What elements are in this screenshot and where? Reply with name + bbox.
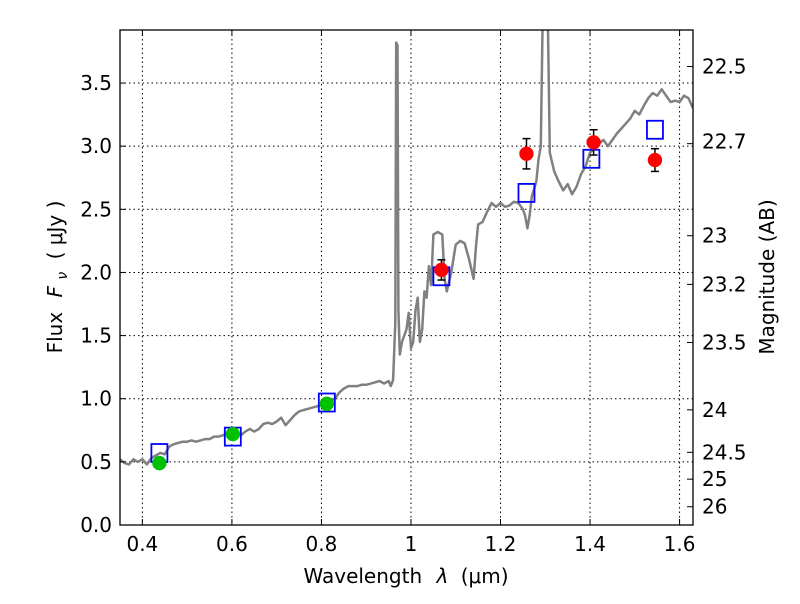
y-tick-label: 0.0 <box>80 513 112 537</box>
x-tick-label: 1.6 <box>664 532 696 556</box>
y-axis-right: 22.5 22.7 23 23.2 23.5 24 24.5 25 26 <box>687 55 747 519</box>
y-tick-label: 0.5 <box>80 450 112 474</box>
y2-tick-label: 24 <box>702 398 727 422</box>
y2-tick-label: 22.5 <box>702 55 747 79</box>
x-tick-label: 0.8 <box>306 532 338 556</box>
model-photometry-square <box>646 119 664 140</box>
y2-axis-label: Magnitude (AB) <box>755 199 779 354</box>
x-axis: 0.4 0.6 0.8 1 1.2 1.4 1.6 <box>126 30 695 556</box>
grid <box>120 30 693 525</box>
optical-photometry-point <box>225 426 241 442</box>
x-axis-label-unit: (μm) <box>461 564 509 588</box>
plot-frame <box>119 29 694 526</box>
y-tick-label: 2.0 <box>80 260 112 284</box>
y2-tick-label: 26 <box>702 495 727 519</box>
x-axis-label-var: λ <box>436 564 449 588</box>
nir-photometry-point <box>519 146 534 161</box>
x-tick-label: 1.2 <box>485 532 517 556</box>
optical-photometry-point <box>319 396 335 412</box>
nir-photometry-point <box>434 262 449 278</box>
y-tick-label: 3.5 <box>80 71 112 95</box>
y2-tick-label: 23 <box>702 224 727 248</box>
y2-tick-label: 23.2 <box>702 272 747 296</box>
x-tick-label: 0.4 <box>126 532 158 556</box>
model-photometry-square <box>582 148 601 169</box>
nir-photometry-point <box>586 135 601 150</box>
x-axis-label-text: Wavelength <box>303 564 422 588</box>
y-axis-label-var: F <box>43 285 67 297</box>
model-photometry-square <box>517 182 536 203</box>
y-axis-label: Flux F ν ( μJy ) <box>43 201 72 354</box>
y2-tick-label: 25 <box>702 467 727 491</box>
x-tick-label: 1.4 <box>574 532 606 556</box>
model-photometry-square <box>317 392 336 413</box>
y-axis-label-sub: ν <box>55 272 71 280</box>
x-tick-label: 1 <box>405 532 418 556</box>
y2-tick-label: 22.7 <box>702 130 747 154</box>
x-axis-label: Wavelength λ (μm) <box>303 564 508 588</box>
y2-tick-label: 24.5 <box>702 440 747 464</box>
y-tick-label: 2.5 <box>80 197 112 221</box>
y-tick-label: 1.5 <box>80 324 112 348</box>
y-axis-left: 0.0 0.5 1.0 1.5 2.0 2.5 3.0 3.5 <box>80 71 126 537</box>
y-tick-label: 1.0 <box>80 387 112 411</box>
data-markers <box>150 119 664 471</box>
optical-photometry-point <box>152 455 167 471</box>
y2-tick-label: 23.5 <box>702 330 747 354</box>
x-tick-label: 0.6 <box>216 532 248 556</box>
y-axis-label-text: Flux <box>43 312 67 354</box>
y-axis-label-unit: ( μJy ) <box>43 201 67 260</box>
nir-photometry-point <box>647 152 663 168</box>
y-tick-label: 3.0 <box>80 134 112 158</box>
